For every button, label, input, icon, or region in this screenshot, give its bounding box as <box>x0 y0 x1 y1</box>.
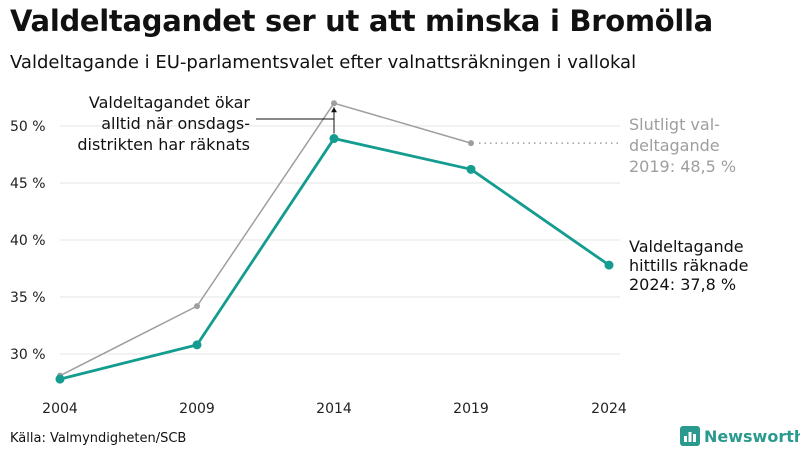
annotation-current-2024: 2024: 37,8 % <box>629 275 736 294</box>
x-tick-label: 2024 <box>591 401 627 417</box>
annotation-final-2019: 2019: 48,5 % <box>629 157 736 176</box>
data-point-final <box>331 100 337 107</box>
brand-logo: Newsworthy <box>680 426 800 446</box>
x-tick-label: 2009 <box>179 401 215 417</box>
data-point-preliminary <box>466 164 476 174</box>
data-point-preliminary <box>604 260 614 270</box>
annotation-line: alltid när onsdags- <box>101 114 250 133</box>
y-tick-label: 30 % <box>10 347 46 363</box>
bar-chart-logo-icon <box>680 426 700 446</box>
y-tick-label: 50 % <box>10 119 46 135</box>
series-line-final <box>59 102 472 377</box>
x-tick-label: 2014 <box>316 401 352 417</box>
data-point-preliminary <box>192 340 202 350</box>
brand-name: Newsworthy <box>704 426 800 446</box>
annotation-final-2019: Slutligt val- <box>629 115 720 134</box>
annotation-current-2024: hittills räknade <box>629 256 748 275</box>
y-tick-label: 35 % <box>10 290 46 306</box>
x-tick-label: 2019 <box>453 401 489 417</box>
data-point-final <box>468 140 474 147</box>
chart-title: Valdeltagandet ser ut att minska i Bromö… <box>10 4 713 38</box>
arrow-up-icon <box>331 107 337 113</box>
data-point-preliminary <box>329 134 339 144</box>
annotation-current-2024: Valdeltagande <box>629 237 744 256</box>
annotation-line: distrikten har räknats <box>77 135 250 154</box>
data-point-preliminary <box>55 374 65 384</box>
y-tick-label: 40 % <box>10 233 46 249</box>
annotation-final-2019: deltagande <box>629 136 720 155</box>
source-note: Källa: Valmyndigheten/SCB <box>10 431 187 446</box>
y-tick-label: 45 % <box>10 176 46 192</box>
series-line-preliminary <box>59 137 610 381</box>
annotation-line: Valdeltagandet ökar <box>89 93 251 112</box>
data-point-final <box>194 303 200 310</box>
chart-subtitle: Valdeltagande i EU-parlamentsvalet efter… <box>10 52 637 73</box>
x-tick-label: 2004 <box>42 401 78 417</box>
